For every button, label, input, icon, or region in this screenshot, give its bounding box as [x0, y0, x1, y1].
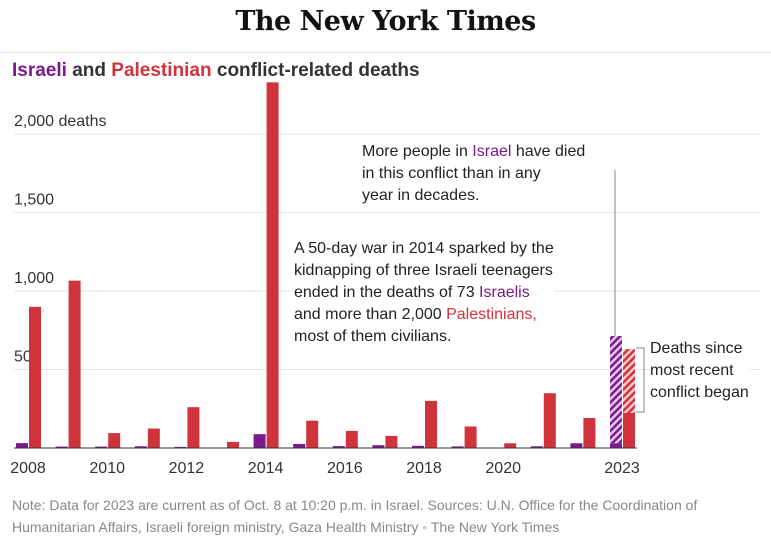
footer-note: Note: Data for 2023 are current as of Oc… — [12, 497, 698, 535]
bar-palestinian-2022 — [583, 418, 596, 448]
bar-palestinian-2011 — [147, 428, 160, 448]
bar-israeli-2019 — [451, 446, 464, 448]
bar-israeli-2016 — [332, 446, 345, 448]
bar-israeli-2018 — [412, 445, 424, 448]
bar-palestinian-2023-recent — [623, 349, 635, 413]
y-tick-label: 1,000 — [14, 270, 54, 287]
title-rest: conflict-related deaths — [211, 60, 420, 81]
x-tick-label: 2016 — [327, 460, 363, 477]
bar-israeli-2023 — [610, 443, 622, 448]
bar-palestinian-2009 — [68, 280, 81, 448]
bar-israeli-2010 — [95, 446, 108, 448]
bar-israeli-2015 — [293, 443, 306, 448]
recent-bracket — [636, 347, 645, 413]
title-and: and — [66, 60, 112, 81]
recent-annotation: Deaths since most recent conflict began — [650, 338, 749, 404]
y-tick-label: 1,500 — [14, 192, 54, 209]
bar-israeli-2009 — [55, 446, 68, 448]
nyt-logo: The New York Times — [235, 6, 536, 37]
footer-credit: The New York Times — [430, 519, 560, 535]
bar-palestinian-2014 — [266, 82, 279, 449]
bar-palestinian-2017 — [385, 435, 398, 448]
bar-israeli-2012 — [174, 446, 187, 448]
israel-annotation: More people in Israel have died in this … — [362, 143, 586, 204]
chart-title: Israeli and Palestinian conflict-related… — [12, 60, 420, 82]
war-annotation: A 50-day war in 2014 sparked by the kidn… — [294, 238, 554, 348]
bar-palestinian-2010 — [108, 433, 121, 448]
x-tick-label: 2010 — [89, 460, 125, 477]
bar-palestinian-2015 — [306, 420, 319, 448]
bar-israeli-2022 — [570, 443, 583, 448]
bar-israeli-2021 — [530, 446, 543, 448]
y-tick-label: 2,000 deaths — [14, 113, 107, 130]
header-divider — [0, 52, 771, 53]
bar-palestinian-2008 — [29, 306, 41, 448]
bar-israeli-2011 — [134, 446, 147, 448]
x-tick-label: 2018 — [406, 460, 442, 477]
bar-palestinian-2016 — [345, 430, 358, 448]
x-tick-label: 2023 — [604, 460, 640, 477]
bar-israeli-2008 — [16, 443, 28, 448]
x-tick-label: 2012 — [169, 460, 205, 477]
bar-israeli-2017 — [372, 445, 385, 448]
title-israeli: Israeli — [12, 60, 67, 81]
bar-palestinian-2023 — [623, 412, 635, 448]
bar-palestinian-2021 — [543, 393, 556, 448]
x-tick-label: 2014 — [248, 460, 284, 477]
bar-palestinian-2012 — [187, 407, 200, 448]
bar-israeli-2014 — [253, 434, 266, 448]
title-palestinian: Palestinian — [111, 60, 212, 81]
bar-palestinian-2020 — [504, 443, 517, 448]
bar-palestinian-2013 — [227, 441, 239, 448]
bar-palestinian-2018 — [425, 400, 437, 448]
x-tick-label: 2020 — [485, 460, 521, 477]
x-tick-label: 2008 — [10, 460, 46, 477]
bar-israeli-2023-recent — [610, 336, 622, 444]
bar-palestinian-2019 — [464, 426, 477, 448]
